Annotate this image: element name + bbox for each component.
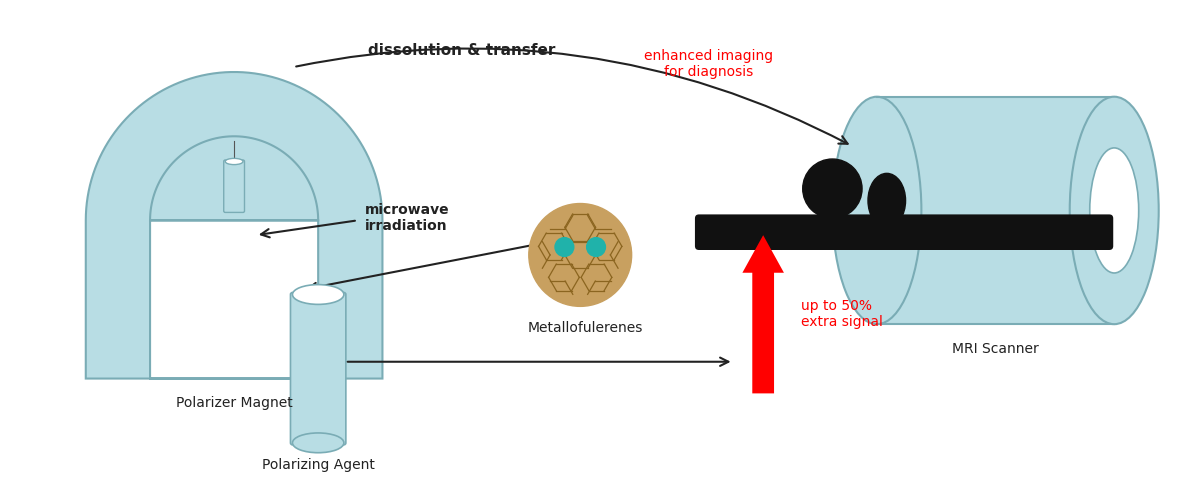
Circle shape [529, 204, 631, 306]
Text: Polarizer Magnet: Polarizer Magnet [175, 396, 293, 410]
Ellipse shape [1069, 96, 1159, 324]
Ellipse shape [293, 433, 344, 452]
FancyBboxPatch shape [695, 214, 1114, 250]
Text: up to 50%
extra signal: up to 50% extra signal [800, 299, 883, 330]
PathPatch shape [85, 72, 383, 378]
Text: microwave
irradiation: microwave irradiation [365, 204, 449, 234]
FancyBboxPatch shape [290, 292, 346, 445]
Text: MRI Scanner: MRI Scanner [952, 342, 1039, 356]
Ellipse shape [833, 96, 922, 324]
Circle shape [587, 238, 606, 256]
Text: Metallofulerenes: Metallofulerenes [528, 321, 643, 335]
Text: enhanced imaging
for diagnosis: enhanced imaging for diagnosis [644, 49, 773, 79]
Text: dissolution & transfer: dissolution & transfer [368, 42, 556, 58]
Ellipse shape [868, 174, 906, 228]
Circle shape [556, 238, 574, 256]
Ellipse shape [1090, 148, 1139, 273]
Ellipse shape [293, 284, 344, 304]
Ellipse shape [226, 158, 244, 164]
Polygon shape [743, 235, 784, 394]
Bar [877, 96, 1115, 324]
Circle shape [803, 159, 862, 218]
Text: Polarizing Agent: Polarizing Agent [262, 458, 374, 471]
FancyBboxPatch shape [223, 160, 245, 212]
